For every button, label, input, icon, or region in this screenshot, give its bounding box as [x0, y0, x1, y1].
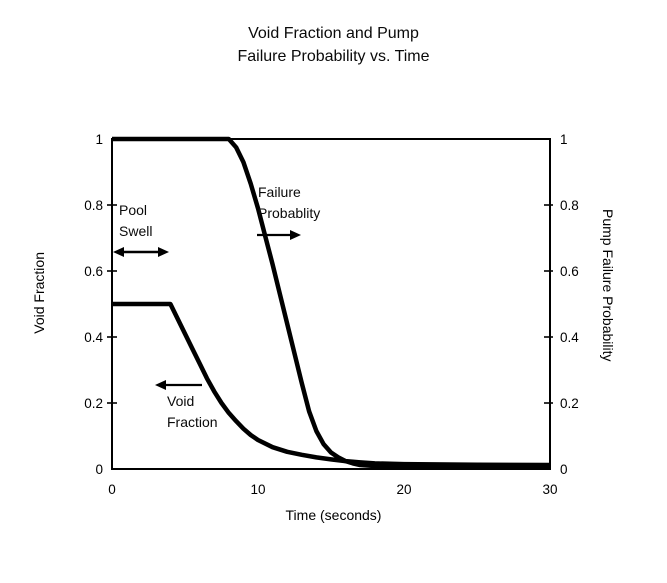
right-axis-tick-label: 0.4	[560, 330, 579, 345]
x-axis-title: Time (seconds)	[285, 507, 382, 523]
left-axis-tick-label: 1	[95, 132, 103, 147]
pool-swell-arrow-right-head	[158, 247, 169, 257]
x-axis-tick-label: 30	[542, 482, 557, 497]
void-fraction-curve	[112, 301, 551, 468]
void-fraction-annotation: Void Fraction	[167, 391, 218, 433]
x-axis-tick-label: 20	[396, 482, 411, 497]
chart-title: Void Fraction and Pump Failure Probabili…	[0, 22, 667, 68]
right-axis-title: Pump Failure Probability	[600, 209, 616, 362]
left-axis-title: Void Fraction	[31, 252, 47, 334]
pool-swell-arrow-left-head	[113, 247, 124, 257]
right-axis-tick-label: 0.8	[560, 198, 579, 213]
pool-swell-annotation: Pool Swell	[119, 200, 152, 242]
left-axis-tick-label: 0	[95, 462, 103, 477]
failure-probability-annotation: Failure Probablity	[258, 182, 320, 224]
x-axis-tick-label: 0	[108, 482, 116, 497]
failure-probability-annotation-line2: Probablity	[258, 205, 321, 221]
left-axis-tick-label: 0.4	[84, 330, 103, 345]
failure-probablity-curve	[112, 136, 550, 469]
failure-probability-annotation-line1: Failure	[258, 184, 301, 200]
void-fraction-annotation-line2: Fraction	[167, 414, 218, 430]
right-axis-tick-label: 0.2	[560, 396, 579, 411]
failure-probability-arrow-head	[290, 230, 301, 240]
chart-title-line2: Failure Probability vs. Time	[237, 48, 430, 65]
left-axis-tick-label: 0.2	[84, 396, 103, 411]
chart-title-line1: Void Fraction and Pump	[248, 25, 419, 42]
right-axis-tick-label: 0	[560, 462, 568, 477]
left-axis-tick-label: 0.6	[84, 264, 103, 279]
right-axis-tick-label: 0.6	[560, 264, 579, 279]
x-axis-tick-label: 10	[250, 482, 265, 497]
pool-swell-annotation-line2: Swell	[119, 223, 153, 239]
left-axis-tick-label: 0.8	[84, 198, 103, 213]
right-axis-tick-label: 1	[560, 132, 568, 147]
void-fraction-annotation-line1: Void	[167, 393, 195, 409]
void-fraction-arrow-head	[155, 380, 166, 390]
pool-swell-annotation-line1: Pool	[119, 202, 148, 218]
